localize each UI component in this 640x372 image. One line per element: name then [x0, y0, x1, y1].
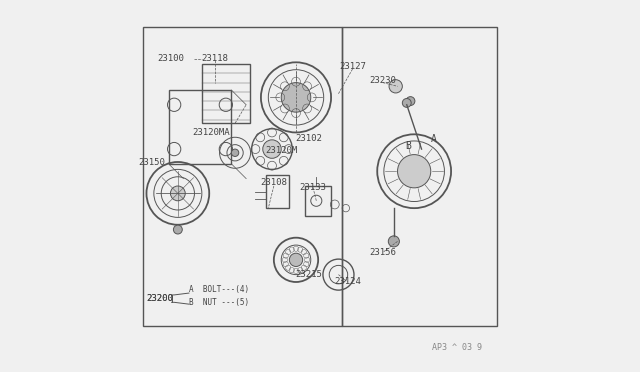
- Text: 23124: 23124: [334, 278, 361, 286]
- Text: 23127: 23127: [340, 61, 367, 71]
- Circle shape: [388, 236, 399, 247]
- Circle shape: [263, 140, 281, 158]
- Text: 23133: 23133: [299, 183, 326, 192]
- Circle shape: [173, 225, 182, 234]
- Text: 23100: 23100: [157, 54, 184, 63]
- Text: B: B: [405, 141, 411, 151]
- Text: A  BOLT---(4): A BOLT---(4): [189, 285, 249, 294]
- Text: AP3 ^ 03 9: AP3 ^ 03 9: [431, 343, 482, 352]
- Circle shape: [406, 97, 415, 106]
- Circle shape: [389, 80, 403, 93]
- Circle shape: [170, 186, 185, 201]
- Text: B  NUT ---(5): B NUT ---(5): [189, 298, 249, 307]
- Text: 23215: 23215: [296, 270, 323, 279]
- Bar: [202, 64, 250, 123]
- Circle shape: [232, 149, 239, 157]
- Text: 23108: 23108: [260, 178, 287, 187]
- Text: 23200: 23200: [146, 294, 173, 303]
- Circle shape: [403, 99, 411, 108]
- Bar: [266, 175, 289, 208]
- Text: 23150: 23150: [139, 157, 166, 167]
- Bar: [168, 90, 232, 164]
- Text: A: A: [431, 134, 436, 144]
- Text: 23118: 23118: [202, 54, 228, 63]
- Text: 23200: 23200: [146, 294, 173, 303]
- Circle shape: [281, 83, 311, 112]
- Circle shape: [289, 253, 303, 266]
- Text: 23102: 23102: [296, 134, 323, 142]
- Circle shape: [397, 155, 431, 188]
- Text: 23120MA: 23120MA: [192, 128, 230, 137]
- Text: 23120M: 23120M: [265, 147, 298, 155]
- Text: 23156: 23156: [369, 248, 396, 257]
- Bar: [305, 186, 331, 215]
- Text: 23230: 23230: [369, 76, 396, 85]
